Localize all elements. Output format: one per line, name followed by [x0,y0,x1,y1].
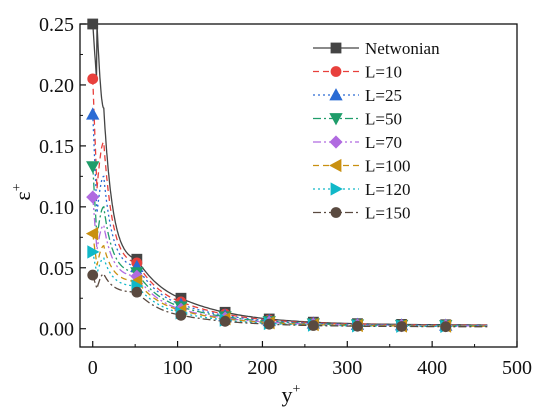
data-point [219,315,231,327]
legend-marker [329,88,343,101]
y-tick-label: 0.20 [39,75,74,97]
legend-label: L=120 [365,180,410,199]
x-tick-label: 400 [417,357,447,379]
y-axis-title: ε+ [10,183,35,200]
data-point [352,320,363,332]
data-point [86,161,100,174]
data-point [131,286,143,298]
series-line-l-120 [92,251,488,328]
legend-label: L=50 [365,110,402,129]
x-tick-label: 300 [332,357,362,379]
legend-label: L=25 [365,86,402,105]
x-axis-title: y+ [282,382,301,407]
data-point [86,190,100,204]
y-axis-title-sup: + [10,183,25,191]
x-tick-label: 500 [502,357,532,379]
y-tick-label: 0.05 [39,258,74,280]
series-line-l-70 [92,197,488,327]
legend-label: L=100 [365,157,410,176]
x-axis-title-base: y [282,382,293,407]
legend-marker [329,158,342,173]
data-point [87,73,99,85]
plot-frame [79,23,518,348]
series-line-l-100 [92,233,488,327]
legend-label: L=10 [365,63,402,82]
data-point [396,321,407,332]
series-lines [92,23,488,328]
data-point [263,318,275,330]
legend-marker [330,66,342,77]
y-tick-label: 0.25 [39,14,74,36]
legend-label: Netwonian [365,39,440,58]
x-tick-label: 0 [88,357,98,379]
x-axis: 0 100 200 300 400 500 [88,341,532,379]
series-line-netwonian [92,23,488,326]
data-point [87,245,100,259]
legend-marker [329,113,343,126]
legend-label: L=150 [365,204,410,223]
data-point [440,321,452,333]
y-tick-label: 0.00 [39,319,74,341]
legend: Netwonian L=10 L=25 L=50 L=70 L=100 L=120 L=150 [313,39,440,223]
x-axis-title-sup: + [293,382,301,397]
legend-marker [330,207,342,218]
data-point [87,18,99,30]
data-point [175,309,187,321]
legend-marker [329,135,343,149]
series-markers [85,18,453,334]
data-point [86,107,100,120]
series-line-l-150 [92,273,488,328]
legend-marker [330,182,343,196]
y-tick-label: 0.15 [39,136,74,158]
legend-marker [330,42,342,54]
series-line-l-10 [92,78,488,326]
legend-label: L=70 [365,133,402,152]
data-point [87,269,99,281]
y-tick-label: 0.10 [39,197,74,219]
data-point [85,226,99,241]
data-point [307,320,319,331]
y-axis-title-base: ε [10,191,35,200]
y-axis: 0.00 0.05 0.10 0.15 0.20 0.25 [39,14,86,341]
x-tick-label: 200 [247,357,277,379]
series-line-l-50 [92,166,488,327]
x-tick-label: 100 [163,357,193,379]
